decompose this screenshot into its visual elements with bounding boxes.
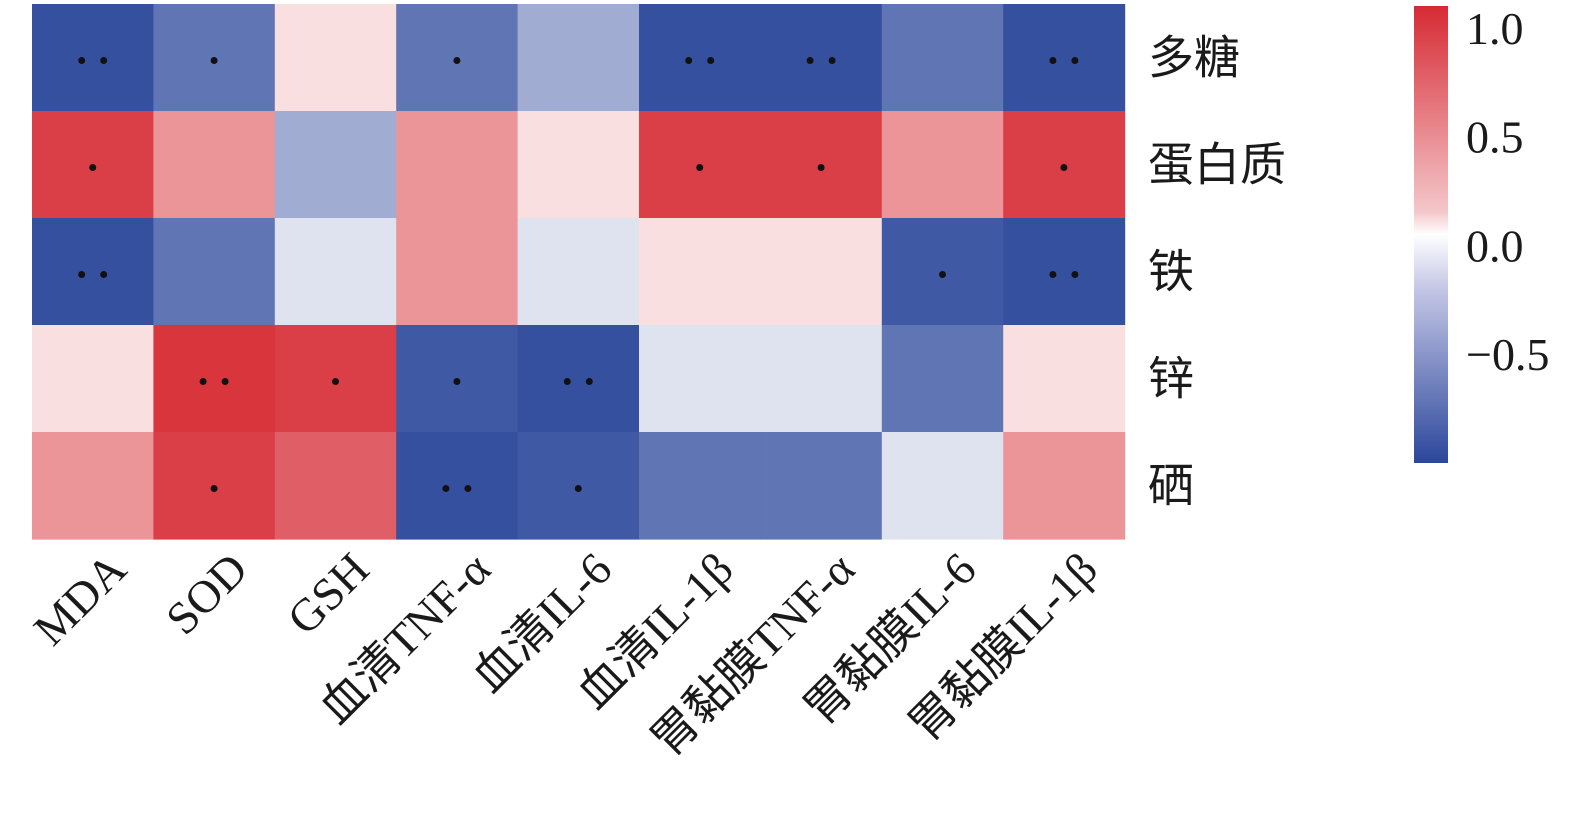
significance-dot — [563, 378, 571, 385]
significance-dot — [442, 485, 450, 492]
significance-dot — [332, 378, 339, 385]
row-label: 蛋白质 — [1148, 138, 1286, 192]
significance-dot — [939, 271, 946, 278]
heatmap-cell — [517, 218, 640, 326]
heatmap-cell — [517, 325, 640, 433]
significance-dot — [1071, 271, 1079, 278]
significance-dot — [210, 57, 218, 64]
heatmap-cell — [153, 218, 276, 326]
significance-dot — [464, 485, 472, 492]
significance-dot — [100, 57, 108, 64]
heatmap-cell — [881, 4, 1004, 112]
significance-dot — [1071, 57, 1079, 64]
heatmap-cell — [274, 218, 397, 326]
row-label: 锌 — [1148, 352, 1194, 406]
heatmap-cells — [32, 4, 1126, 540]
significance-dot — [221, 378, 229, 385]
heatmap-cell — [274, 4, 397, 112]
significance-dot — [199, 378, 207, 385]
significance-dot — [817, 164, 825, 171]
heatmap-cell — [1003, 4, 1126, 112]
significance-dot — [89, 164, 97, 171]
significance-dot — [707, 57, 715, 64]
heatmap-cell — [639, 325, 761, 433]
significance-dot — [1049, 271, 1057, 278]
heatmap-cell — [881, 325, 1004, 433]
column-label: MDA — [24, 543, 136, 655]
row-label: 铁 — [1148, 245, 1194, 299]
heatmap-cell — [153, 111, 276, 219]
heatmap-cell — [396, 218, 519, 326]
significance-dot — [806, 57, 814, 64]
column-labels: MDA SOD GSH血清TNF-α血清IL-6血清IL-1β胃黏膜TNF-α胃黏膜… — [24, 543, 1107, 766]
heatmap-cell — [760, 4, 883, 112]
heatmap-cell — [1003, 325, 1126, 433]
colorbar — [1414, 6, 1448, 463]
heatmap-cell — [274, 432, 397, 540]
heatmap-cell — [32, 218, 154, 326]
significance-dot — [453, 378, 461, 385]
significance-dot — [685, 57, 693, 64]
significance-dot — [585, 378, 593, 385]
heatmap-cell — [153, 325, 276, 433]
significance-dot — [100, 271, 108, 278]
significance-dot — [78, 271, 86, 278]
colorbar-tick-label: 0.0 — [1466, 220, 1524, 271]
significance-dot — [828, 57, 836, 64]
heatmap-cell — [881, 432, 1004, 540]
heatmap-cell — [760, 218, 883, 326]
heatmap-cell — [639, 432, 761, 540]
heatmap-cell — [1003, 432, 1126, 540]
row-label: 多糖 — [1148, 31, 1240, 85]
significance-dot — [210, 485, 218, 492]
column-label: SOD — [156, 543, 257, 644]
heatmap-cell — [760, 432, 883, 540]
colorbar-tick-label: 0.5 — [1466, 112, 1524, 163]
significance-dot — [574, 485, 582, 492]
heatmap-cell — [32, 4, 154, 112]
significance-dot — [1060, 164, 1068, 171]
significance-markers — [78, 57, 1079, 492]
heatmap-cell — [274, 111, 397, 219]
significance-dot — [1049, 57, 1057, 64]
heatmap-cell — [396, 111, 519, 219]
heatmap-cell — [517, 4, 640, 112]
heatmap-cell — [396, 432, 519, 540]
heatmap-cell — [881, 111, 1004, 219]
row-label: 硒 — [1148, 459, 1194, 513]
significance-dot — [78, 57, 86, 64]
heatmap-cell — [639, 4, 761, 112]
heatmap-cell — [1003, 218, 1126, 326]
heatmap-cell — [32, 325, 154, 433]
column-label: GSH — [277, 543, 378, 644]
colorbar-tick-labels: 1.0 0.5 0.0 −0.5 — [1466, 3, 1549, 380]
colorbar-tick-label: 1.0 — [1466, 3, 1524, 54]
heatmap-cell — [760, 325, 883, 433]
heatmap-cell — [639, 218, 761, 326]
significance-dot — [696, 164, 704, 171]
significance-dot — [453, 57, 461, 64]
colorbar-gradient — [1414, 6, 1448, 463]
colorbar-tick-label: −0.5 — [1466, 329, 1549, 380]
heatmap-cell — [517, 111, 640, 219]
heatmap-cell — [32, 432, 154, 540]
